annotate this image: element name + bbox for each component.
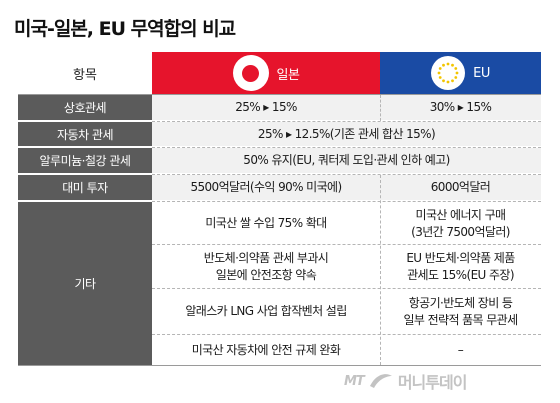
cell-eu-tariff: 30% ▸ 15% xyxy=(380,95,541,120)
swoosh-icon xyxy=(369,374,392,388)
divider xyxy=(380,95,381,121)
watermark-brand: 머니투데이 xyxy=(397,373,468,392)
cell-japan-tariff: 25% ▸ 15% xyxy=(152,95,380,120)
cell-both-steel-tariff: 50% 유지(EU, 쿼터제 도입·관세 인하 예고) xyxy=(152,148,541,173)
row-label-steel-tariff: 알루미늄·철강 관세 xyxy=(18,148,152,173)
watermark-mt: MT xyxy=(344,373,365,389)
cell-text-line: EU 반도체·의약품 제품 xyxy=(406,251,515,266)
cell-japan-other-1: 미국산 쌀 수입 75% 확대 xyxy=(205,216,327,231)
row-label-auto-tariff: 자동차 관세 xyxy=(18,122,152,146)
divider xyxy=(380,175,381,365)
header-eu: EU xyxy=(380,52,541,94)
divider xyxy=(152,174,541,175)
cell-japan-investment: 5500억달러(수익 90% 미국에) xyxy=(152,175,380,200)
divider xyxy=(152,147,541,148)
moneytoday-logo-icon: MT 머니투데이 xyxy=(344,366,549,396)
row-label-other: 기타 xyxy=(18,202,152,365)
divider xyxy=(18,365,541,366)
divider xyxy=(152,334,541,335)
row-label-tariff: 상호관세 xyxy=(18,95,152,120)
eu-flag-icon xyxy=(431,56,466,90)
divider xyxy=(152,201,541,202)
cell-text-line: (3년간 7500억달러) xyxy=(411,224,510,239)
divider xyxy=(18,94,541,95)
header-eu-label: EU xyxy=(473,65,490,81)
cell-text-line: 반도체·의약품 관세 부과시 xyxy=(203,251,329,266)
divider xyxy=(152,288,541,289)
cell-eu-other-3: 항공기·반도체 장비 등 일부 전략적 품목 무관세 xyxy=(380,289,541,334)
row-label-investment: 대미 투자 xyxy=(18,175,152,200)
cell-eu-other-1: 미국산 에너지 구매 (3년간 7500억달러) xyxy=(380,203,541,244)
cell-eu-other-2: EU 반도체·의약품 제품 관세도 15%(EU 주장) xyxy=(380,245,541,288)
header-japan-label: 일본 xyxy=(276,67,300,83)
cell-text-line: 항공기·반도체 장비 등 xyxy=(408,296,513,311)
cell-text-line: 미국산 에너지 구매 xyxy=(415,208,507,223)
japan-flag-icon xyxy=(232,55,269,91)
divider xyxy=(152,121,541,122)
cell-japan-other-4: 미국산 자동차에 안전 규제 완화 xyxy=(191,342,341,357)
cell-japan-other-3: 알래스카 LNG 사업 합작벤처 설립 xyxy=(185,304,347,319)
divider xyxy=(152,244,541,245)
cell-text-line: 관세도 15%(EU 주장) xyxy=(407,267,514,282)
cell-japan-other-2: 반도체·의약품 관세 부과시 일본에 안전조항 약속 xyxy=(152,245,380,288)
header-japan: 일본 xyxy=(152,52,380,94)
cell-eu-other-4: – xyxy=(457,342,464,357)
cell-eu-investment: 6000억달러 xyxy=(380,175,541,200)
cell-text-line: 일본에 안전조항 약속 xyxy=(215,267,317,282)
cell-text-line: 일부 전략적 품목 무관세 xyxy=(403,312,518,327)
page-title: 미국-일본, EU 무역합의 비교 xyxy=(14,18,236,40)
cell-both-auto-tariff: 25% ▸ 12.5%(기존 관세 합산 15%) xyxy=(152,122,541,146)
header-item-label: 항목 xyxy=(18,52,152,94)
comparison-table: 항목 일본 EU 상호관세 25% ▸ 15% 30% ▸ 15% 자동차 관세… xyxy=(18,52,541,366)
